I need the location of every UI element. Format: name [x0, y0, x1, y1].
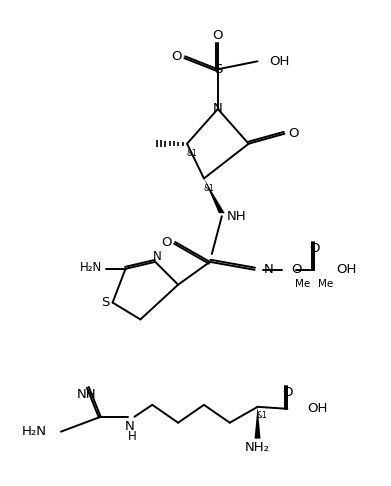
Text: N: N — [153, 250, 161, 263]
Text: N: N — [264, 263, 273, 277]
Text: Me: Me — [294, 278, 310, 289]
Text: OH: OH — [336, 263, 356, 277]
Text: NH₂: NH₂ — [245, 441, 270, 454]
Text: O: O — [161, 236, 172, 248]
Polygon shape — [204, 178, 225, 213]
Text: O: O — [282, 386, 292, 399]
Text: O: O — [309, 243, 319, 256]
Text: H: H — [128, 430, 137, 443]
Text: OH: OH — [307, 402, 328, 416]
Polygon shape — [255, 407, 260, 438]
Text: Me: Me — [318, 278, 334, 289]
Text: S: S — [101, 296, 110, 309]
Text: NH: NH — [77, 388, 97, 401]
Text: O: O — [213, 29, 223, 42]
Text: &1: &1 — [187, 149, 197, 158]
Text: O: O — [291, 263, 302, 277]
Text: N: N — [125, 420, 135, 433]
Text: S: S — [213, 63, 222, 76]
Text: H₂N: H₂N — [79, 261, 102, 274]
Text: N: N — [213, 103, 223, 116]
Text: &1: &1 — [256, 411, 267, 420]
Text: NH: NH — [227, 209, 246, 223]
Text: O: O — [288, 127, 299, 140]
Text: &1: &1 — [204, 184, 214, 193]
Text: OH: OH — [269, 55, 290, 68]
Text: H₂N: H₂N — [22, 425, 47, 438]
Text: O: O — [171, 50, 181, 63]
